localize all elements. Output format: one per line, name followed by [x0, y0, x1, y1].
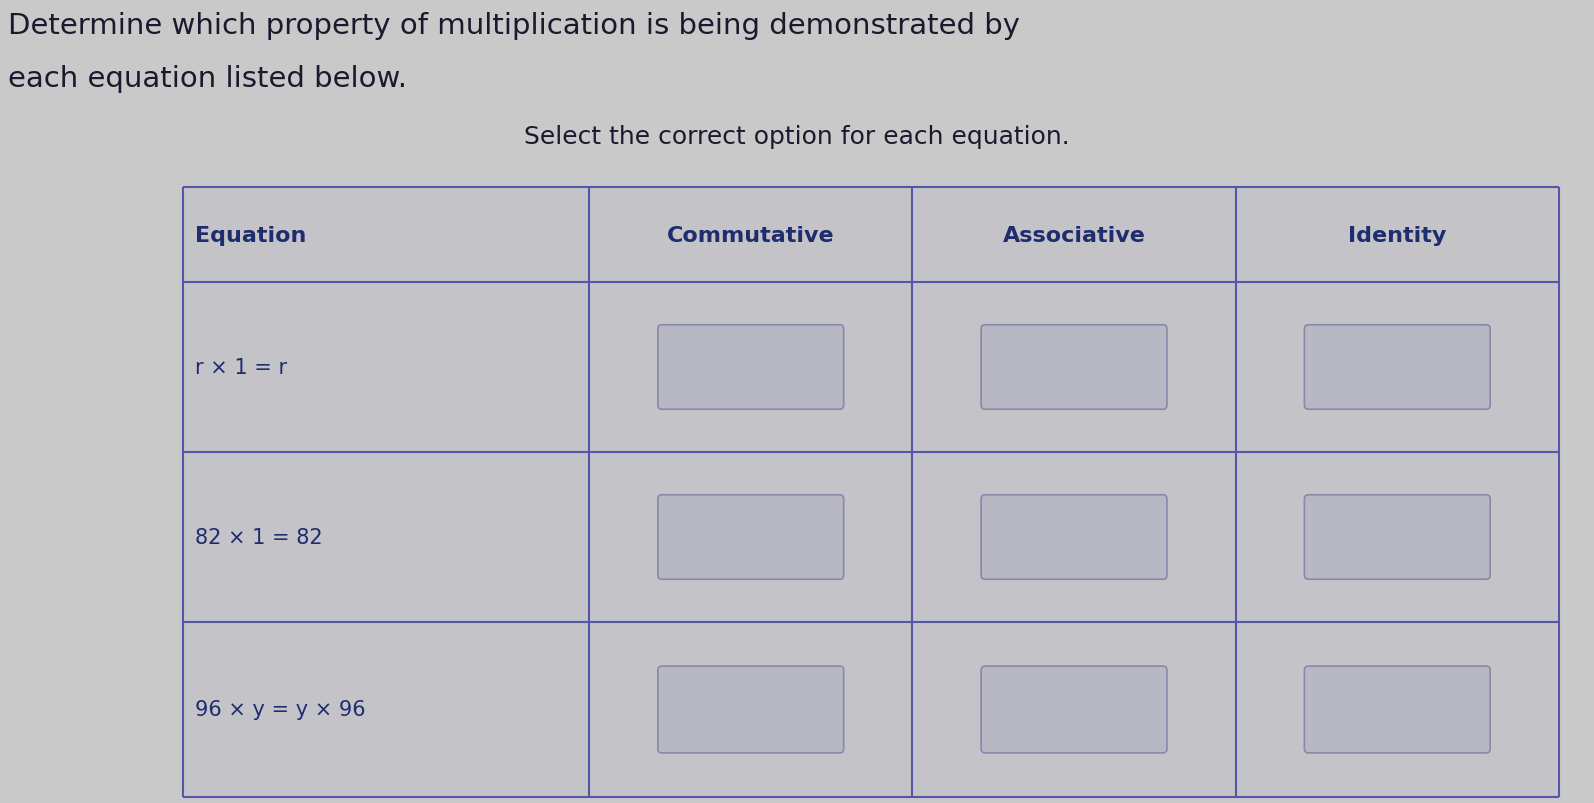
FancyBboxPatch shape [1304, 495, 1490, 580]
Text: 82 × 1 = 82: 82 × 1 = 82 [196, 528, 324, 548]
Text: Associative: Associative [1003, 225, 1146, 245]
FancyBboxPatch shape [658, 325, 843, 410]
FancyBboxPatch shape [982, 325, 1167, 410]
Text: each equation listed below.: each equation listed below. [8, 65, 406, 93]
Bar [183, 188, 1559, 797]
Text: Commutative: Commutative [666, 225, 835, 245]
FancyBboxPatch shape [982, 495, 1167, 580]
FancyBboxPatch shape [1304, 325, 1490, 410]
Text: Equation: Equation [196, 225, 306, 245]
Text: Determine which property of multiplication is being demonstrated by: Determine which property of multiplicati… [8, 12, 1020, 40]
FancyBboxPatch shape [1304, 666, 1490, 753]
Text: r × 1 = r: r × 1 = r [196, 357, 287, 377]
FancyBboxPatch shape [982, 666, 1167, 753]
Text: Select the correct option for each equation.: Select the correct option for each equat… [524, 124, 1070, 149]
Text: 96 × y = y × 96: 96 × y = y × 96 [196, 699, 367, 719]
Text: Identity: Identity [1349, 225, 1446, 245]
FancyBboxPatch shape [658, 666, 843, 753]
FancyBboxPatch shape [658, 495, 843, 580]
